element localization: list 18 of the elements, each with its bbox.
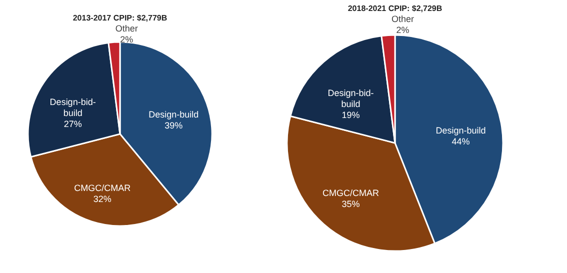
- slice-label: Other: [392, 14, 414, 24]
- data-label: 35%: [342, 199, 360, 210]
- data-label: 27%: [64, 118, 82, 129]
- slice-label: Design-bid-build: [328, 88, 374, 109]
- data-label: 44%: [452, 136, 470, 146]
- slice-label: CMGC/CMAR: [74, 183, 132, 194]
- slice-label: Design-build: [148, 110, 199, 120]
- data-label: 39%: [164, 120, 183, 131]
- data-label: 2%: [120, 34, 134, 44]
- chart-title: 2013-2017 CPIP: $2,779B: [72, 13, 168, 22]
- data-label: 2%: [396, 25, 410, 36]
- slice-label: Design-build: [436, 125, 486, 136]
- data-label: 19%: [342, 110, 360, 120]
- slice-label: CMGC/CMAR: [322, 188, 380, 198]
- data-label: 32%: [93, 194, 112, 204]
- chart-title: 2018-2021 CPIP: $2,729B: [348, 4, 442, 14]
- slice-label: Design-bid-build: [50, 96, 96, 118]
- slice-label: Other: [115, 23, 138, 34]
